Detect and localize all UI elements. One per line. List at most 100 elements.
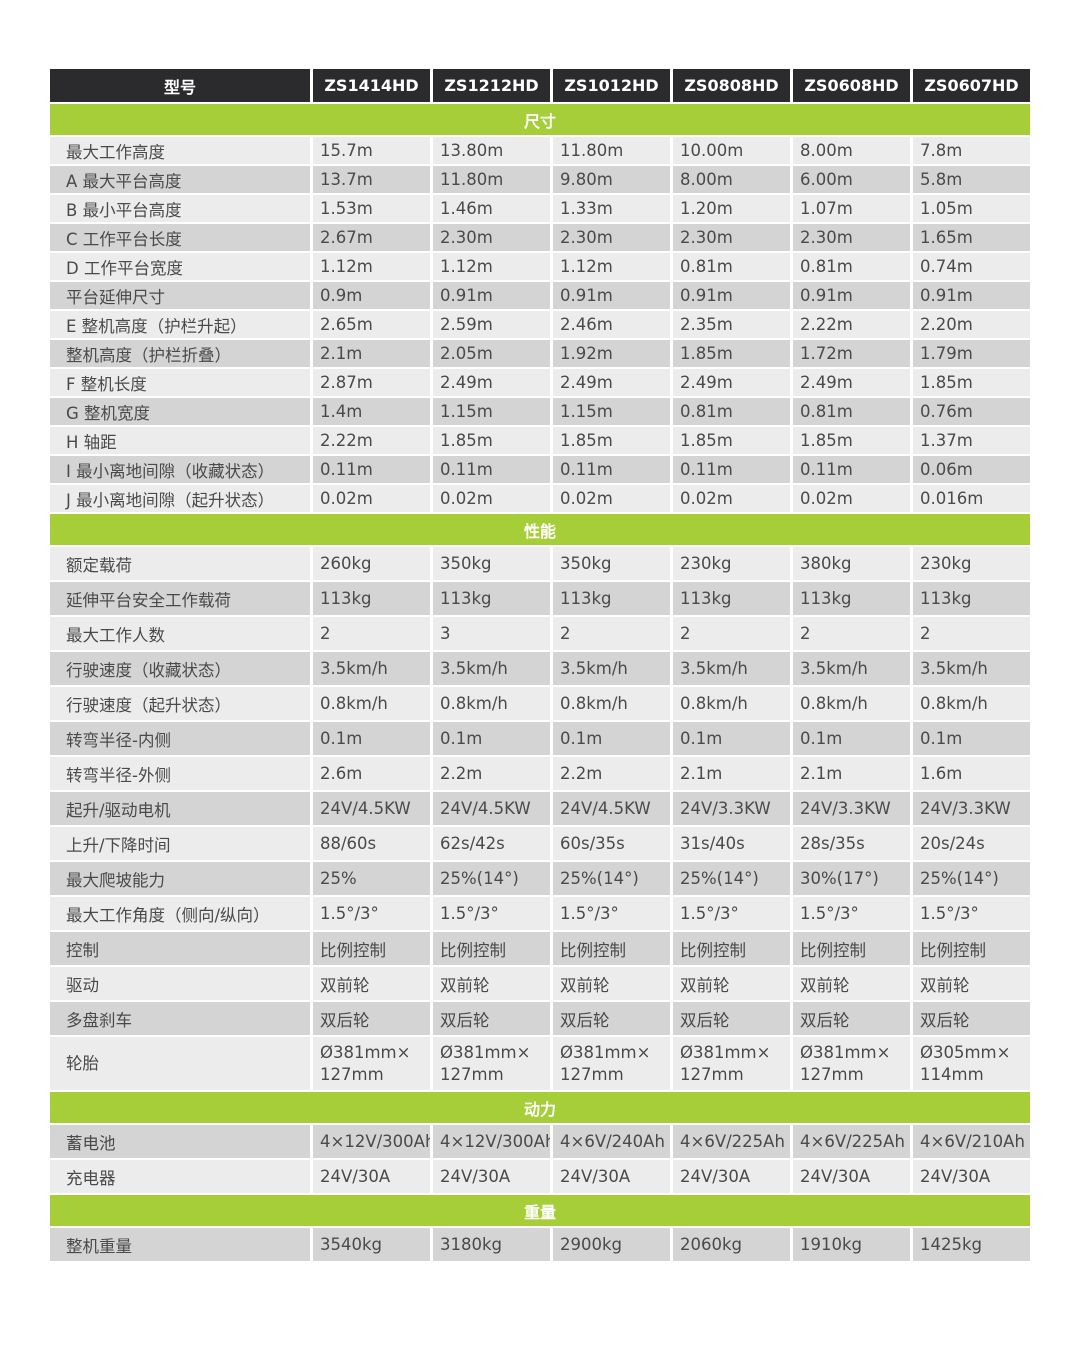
spec-value: 1.07m xyxy=(793,195,910,222)
spec-value: 0.8km/h xyxy=(913,687,1030,720)
spec-value: 1.85m xyxy=(553,427,670,454)
spec-value: 2.22m xyxy=(313,427,430,454)
spec-value: 1.5°/3° xyxy=(793,897,910,930)
section-title: 尺寸 xyxy=(50,104,1030,135)
spec-value: 25%(14°) xyxy=(673,862,790,895)
spec-value: 比例控制 xyxy=(313,932,430,965)
spec-value: 3540kg xyxy=(313,1228,430,1261)
spec-value: 260kg xyxy=(313,547,430,580)
spec-value: 3.5km/h xyxy=(913,652,1030,685)
spec-value: 0.06m xyxy=(913,456,1030,483)
spec-value: 2.1m xyxy=(313,340,430,367)
spec-value: 1.92m xyxy=(553,340,670,367)
spec-label: 轮胎 xyxy=(50,1037,310,1090)
spec-value: 113kg xyxy=(913,582,1030,615)
spec-label: 多盘刹车 xyxy=(50,1002,310,1035)
spec-value: 2.65m xyxy=(313,311,430,338)
spec-value: 0.81m xyxy=(793,253,910,280)
spec-label: 整机重量 xyxy=(50,1228,310,1261)
spec-row: 整机高度（护栏折叠） 2.1m 2.05m 1.92m 1.85m 1.72m 1.79m xyxy=(50,340,1030,367)
spec-value: 2.49m xyxy=(433,369,550,396)
spec-label: A 最大平台高度 xyxy=(50,166,310,193)
spec-value: 2900kg xyxy=(553,1228,670,1261)
spec-row: 多盘刹车 双后轮 双后轮 双后轮 双后轮 双后轮 双后轮 xyxy=(50,1002,1030,1035)
spec-value: 2.46m xyxy=(553,311,670,338)
spec-label: C 工作平台长度 xyxy=(50,224,310,251)
spec-label: 控制 xyxy=(50,932,310,965)
spec-label: 最大爬坡能力 xyxy=(50,862,310,895)
spec-value: 0.91m xyxy=(673,282,790,309)
spec-value: 2.2m xyxy=(433,757,550,790)
spec-row: 额定载荷 260kg 350kg 350kg 230kg 380kg 230kg xyxy=(50,547,1030,580)
spec-label: G 整机宽度 xyxy=(50,398,310,425)
spec-value: 2.59m xyxy=(433,311,550,338)
spec-value: 2.05m xyxy=(433,340,550,367)
spec-label: 上升/下降时间 xyxy=(50,827,310,860)
spec-value: 3.5km/h xyxy=(673,652,790,685)
spec-value: 0.1m xyxy=(913,722,1030,755)
spec-value: 双前轮 xyxy=(433,967,550,1000)
spec-value: 1.6m xyxy=(913,757,1030,790)
spec-value: 1.05m xyxy=(913,195,1030,222)
spec-value: 113kg xyxy=(433,582,550,615)
spec-value: 0.11m xyxy=(793,456,910,483)
spec-value: 比例控制 xyxy=(913,932,1030,965)
spec-value: 3 xyxy=(433,617,550,650)
spec-value: 7.8m xyxy=(913,137,1030,164)
spec-value: 3.5km/h xyxy=(793,652,910,685)
spec-value: 13.7m xyxy=(313,166,430,193)
spec-value: 2.2m xyxy=(553,757,670,790)
spec-value: 3180kg xyxy=(433,1228,550,1261)
spec-label: B 最小平台高度 xyxy=(50,195,310,222)
spec-row: A 最大平台高度 13.7m 11.80m 9.80m 8.00m 6.00m 5.8m xyxy=(50,166,1030,193)
spec-value: 4×12V/300Ah xyxy=(433,1125,550,1158)
spec-label: 驱动 xyxy=(50,967,310,1000)
spec-row: 转弯半径-内侧 0.1m 0.1m 0.1m 0.1m 0.1m 0.1m xyxy=(50,722,1030,755)
spec-value: 4×12V/300Ah xyxy=(313,1125,430,1158)
spec-label: J 最小离地间隙（起升状态） xyxy=(50,485,310,512)
spec-row: 蓄电池 4×12V/300Ah 4×12V/300Ah 4×6V/240Ah 4×6V/… xyxy=(50,1125,1030,1158)
spec-row: 充电器 24V/30A 24V/30A 24V/30A 24V/30A 24V/30A 24… xyxy=(50,1160,1030,1193)
section-title: 动力 xyxy=(50,1092,1030,1123)
spec-value: 1.53m xyxy=(313,195,430,222)
spec-value: 0.11m xyxy=(553,456,670,483)
spec-label: 最大工作角度（侧向/纵向） xyxy=(50,897,310,930)
spec-value: 1.12m xyxy=(313,253,430,280)
spec-value: 0.8km/h xyxy=(313,687,430,720)
spec-row: 驱动 双前轮 双前轮 双前轮 双前轮 双前轮 双前轮 xyxy=(50,967,1030,1000)
spec-value: 1.5°/3° xyxy=(313,897,430,930)
spec-value: 0.81m xyxy=(673,398,790,425)
spec-value: 0.016m xyxy=(913,485,1030,512)
header-label: 型号 xyxy=(50,69,310,102)
spec-value: 62s/42s xyxy=(433,827,550,860)
spec-value: 0.02m xyxy=(793,485,910,512)
header-row: 型号 ZS1414HD ZS1212HD ZS1012HD ZS0808HD Z… xyxy=(50,69,1030,102)
spec-value: 113kg xyxy=(673,582,790,615)
spec-value: 双后轮 xyxy=(433,1002,550,1035)
spec-row: E 整机高度（护栏升起） 2.65m 2.59m 2.46m 2.35m 2.22m 2.2… xyxy=(50,311,1030,338)
spec-value: 1.5°/3° xyxy=(553,897,670,930)
spec-label: E 整机高度（护栏升起） xyxy=(50,311,310,338)
spec-value: 30%(17°) xyxy=(793,862,910,895)
spec-value: 0.11m xyxy=(673,456,790,483)
spec-value: 2.30m xyxy=(553,224,670,251)
spec-row: D 工作平台宽度 1.12m 1.12m 1.12m 0.81m 0.81m 0.74m xyxy=(50,253,1030,280)
spec-label: 行驶速度（收藏状态） xyxy=(50,652,310,685)
spec-value: 24V/4.5KW xyxy=(553,792,670,825)
spec-value: 24V/3.3KW xyxy=(793,792,910,825)
spec-value: 1.20m xyxy=(673,195,790,222)
spec-value: 0.1m xyxy=(313,722,430,755)
model-header: ZS0808HD xyxy=(673,69,790,102)
spec-value: 5.8m xyxy=(913,166,1030,193)
spec-label: 平台延伸尺寸 xyxy=(50,282,310,309)
spec-value: 13.80m xyxy=(433,137,550,164)
spec-value: 双后轮 xyxy=(673,1002,790,1035)
spec-value: 3.5km/h xyxy=(313,652,430,685)
section-header-row: 重量 xyxy=(50,1195,1030,1226)
spec-value: 比例控制 xyxy=(433,932,550,965)
spec-value: 2 xyxy=(673,617,790,650)
spec-value: 2.30m xyxy=(433,224,550,251)
spec-value: 4×6V/225Ah xyxy=(793,1125,910,1158)
spec-value: 1.15m xyxy=(553,398,670,425)
spec-value: 24V/30A xyxy=(673,1160,790,1193)
